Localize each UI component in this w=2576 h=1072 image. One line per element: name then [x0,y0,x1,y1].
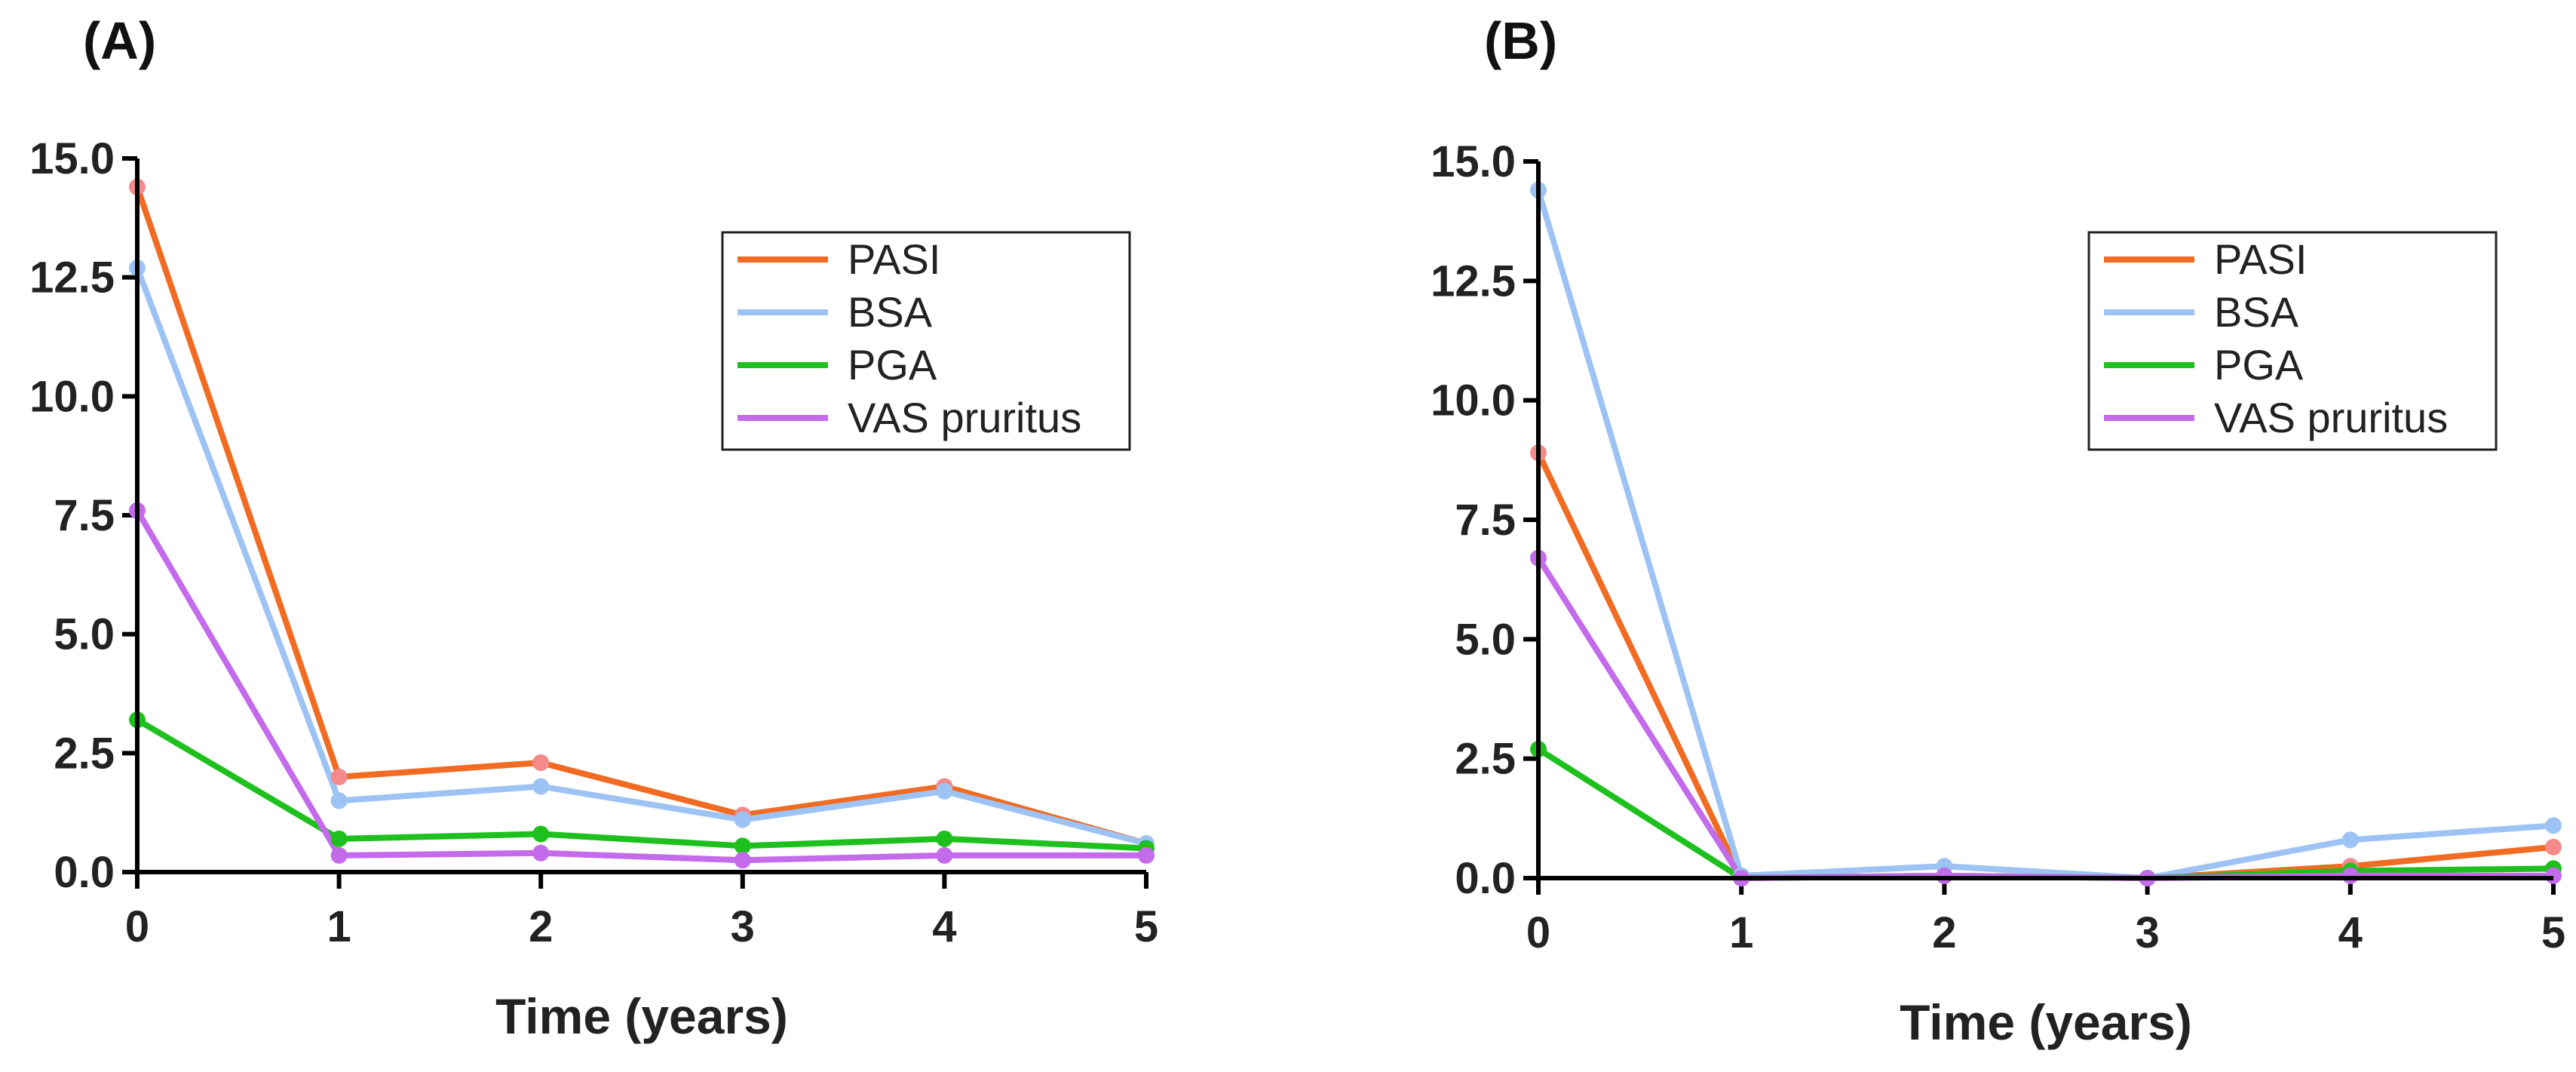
panel-b-legend: PASI BSA PGA VAS pruritus [2087,231,2498,451]
panel-a-point-vas-pruritus [532,844,550,862]
panel-a-point-bsa [330,792,348,809]
panel-a-y-ticks: 0.0 2.5 5.0 7.5 10.0 12.5 15.0 [29,134,137,897]
panel-a-series-line-bsa [134,265,1149,847]
panel-b-y-tick-label: 10.0 [1431,376,1516,425]
panel-a-series-line-pasi [134,183,1149,847]
panel-b-x-tick-label: 2 [1932,908,1956,957]
panel-a-point-pga [734,837,751,855]
panel-b-chart: (B) 0.0 2.5 5.0 7.5 10.0 12.5 15.0 0 1 2 3 4 5 Time… [1431,11,2565,1050]
panel-b-y-tick-label: 7.5 [1455,496,1516,545]
panel-a-label: (A) [83,11,156,70]
panel-a-axes [135,158,1146,874]
panel-a-y-tick-label: 2.5 [54,729,115,778]
panel-a-point-pga [936,830,953,847]
panel-b-x-tick-label: 1 [1729,908,1753,957]
panel-b-legend-label-pga: PGA [2214,341,2304,389]
panel-b-series-line-vas-pruritus [1535,554,2556,881]
panel-a-x-tick-label: 1 [327,902,351,951]
panel-b-x-tick-label: 4 [2338,908,2363,957]
panel-b-point-bsa [2545,817,2562,834]
panel-b-y-tick-label: 15.0 [1431,137,1516,186]
panel-a-legend-label-pasi: PASI [848,235,940,283]
panel-a-legend-box [721,231,1131,451]
panel-a-x-ticks: 0 1 2 3 4 5 [125,872,1158,951]
panel-a-series-line-vas-pruritus [134,507,1149,864]
panel-a-y-tick-label: 15.0 [29,134,115,183]
panel-a-point-pga [532,825,550,843]
panel-a-point-pga [330,830,348,847]
panel-a-y-tick-label: 0.0 [54,848,115,897]
panel-b-x-tick-label: 0 [1526,908,1550,957]
panel-a-point-bsa [532,778,550,795]
panel-a-y-tick-label: 7.5 [54,491,115,540]
panel-b-legend-label-vas-pruritus: VAS pruritus [2214,394,2448,441]
panel-a-legend-label-bsa: BSA [848,288,933,336]
panel-a-x-tick-label: 5 [1134,902,1158,951]
panel-b-label: (B) [1484,11,1557,70]
panel-a-series-points [129,178,1155,869]
panel-b-legend-box [2087,231,2498,451]
panel-b-y-tick-label: 12.5 [1431,256,1516,306]
panel-b-y-tick-label: 2.5 [1455,735,1516,784]
panel-b-axes [1536,161,2553,880]
panel-b-point-vas-pruritus [2341,867,2359,884]
panel-b-point-vas-pruritus [1936,867,1953,884]
panel-a-point-vas-pruritus [734,852,751,869]
panel-b-series-line-bsa [1535,187,2556,881]
panel-b-legend-label-pasi: PASI [2214,235,2307,283]
panel-a-legend-label-vas-pruritus: VAS pruritus [848,394,1081,441]
panel-a-point-vas-pruritus [330,846,348,864]
panel-b-y-tick-label: 5.0 [1455,615,1516,664]
panel-a-x-tick-label: 0 [125,902,149,951]
panel-b-y-tick-label: 0.0 [1455,854,1516,903]
panel-a-series-line-pga [134,717,1149,852]
panel-a-legend-label-pga: PGA [848,341,937,389]
panel-b-y-ticks: 0.0 2.5 5.0 7.5 10.0 12.5 15.0 [1431,137,1538,903]
panel-a-chart: (A) 0.0 2.5 5.0 7.5 10.0 12.5 15.0 0 1 2 3 4 5 Time… [29,11,1158,1044]
panel-a-legend: PASI BSA PGA VAS pruritus [721,231,1131,451]
panel-b-series-line-pasi [1535,450,2556,881]
panel-a-x-tick-label: 4 [932,902,956,951]
panel-b-point-vas-pruritus [2545,867,2562,884]
panel-a-point-pasi [330,768,348,785]
panel-b-x-tick-label: 5 [2541,908,2565,957]
panel-a-x-axis-title: Time (years) [495,988,788,1044]
panel-a-series-lines [134,183,1149,864]
panel-b-point-pasi [2545,838,2562,855]
panel-b-x-ticks: 0 1 2 3 4 5 [1526,878,2565,957]
panel-b-point-bsa [2341,831,2359,849]
panel-a-y-tick-label: 12.5 [29,253,115,303]
panel-a-y-tick-label: 5.0 [54,610,115,659]
panel-a-x-tick-label: 3 [731,902,755,951]
panel-a-x-tick-label: 2 [529,902,553,951]
panel-b-legend-label-bsa: BSA [2214,288,2299,336]
panel-a-point-vas-pruritus [1138,846,1155,864]
panel-a-y-tick-label: 10.0 [29,372,115,421]
panel-a-point-pasi [532,754,550,771]
panel-b-x-tick-label: 3 [2135,908,2159,957]
panel-a-point-bsa [936,782,953,800]
panel-a-point-bsa [734,811,751,828]
panel-a-point-vas-pruritus [936,846,953,864]
panel-b-x-axis-title: Time (years) [1900,994,2192,1050]
